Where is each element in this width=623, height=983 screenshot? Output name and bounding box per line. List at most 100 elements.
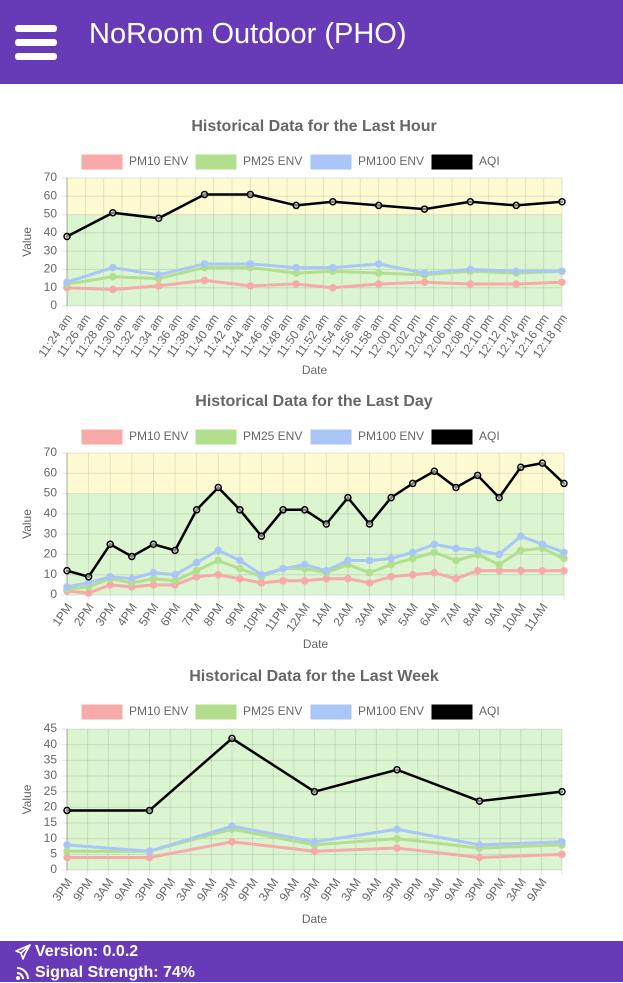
line-segment — [216, 548, 242, 563]
data-point — [154, 282, 163, 290]
line-segment — [478, 840, 564, 847]
line-segment — [469, 200, 518, 207]
data-point — [200, 260, 209, 268]
legend-label: AQI — [479, 704, 500, 718]
x-tick-label: 9AM — [276, 876, 302, 904]
data-point — [430, 467, 439, 476]
data-point — [109, 285, 117, 294]
data-point — [420, 278, 429, 286]
legend-swatch — [431, 429, 473, 445]
y-axis-label: Value — [20, 784, 34, 814]
legend-swatch — [195, 704, 237, 720]
data-point — [63, 232, 71, 241]
legend-label: PM10 ENV — [129, 154, 188, 168]
data-point — [344, 556, 352, 565]
data-point — [466, 280, 475, 288]
line-segment — [65, 211, 115, 238]
data-point — [558, 850, 566, 859]
line-segment — [249, 193, 298, 207]
line-segment — [540, 542, 566, 554]
data-point — [466, 265, 475, 274]
data-point — [374, 269, 383, 277]
legend-swatch — [310, 429, 352, 445]
x-tick-label: 3AM — [91, 876, 117, 904]
legend-swatch — [81, 154, 123, 170]
line-segment — [65, 275, 115, 286]
data-point — [560, 548, 568, 557]
y-tick-label: 5 — [50, 847, 57, 861]
x-tick-label: 4AM — [374, 601, 400, 629]
legend-swatch — [195, 154, 237, 170]
data-point — [63, 278, 71, 286]
data-point — [214, 483, 223, 492]
band — [67, 453, 564, 494]
line-segment — [377, 271, 426, 277]
x-tick-label: 9AM — [524, 876, 550, 904]
data-point — [558, 787, 566, 796]
line-segment — [313, 846, 399, 853]
legend-swatch — [310, 154, 352, 170]
data-point — [408, 554, 417, 563]
data-point — [154, 214, 163, 222]
line-segment — [313, 837, 399, 847]
x-tick-label: 3AM — [173, 876, 199, 904]
x-tick-label: 3AM — [352, 601, 378, 629]
legend-label: PM25 ENV — [243, 429, 302, 443]
data-point — [393, 765, 401, 774]
rss-icon — [16, 967, 29, 980]
line-segment — [478, 852, 564, 859]
data-point — [430, 548, 439, 557]
line-segment — [260, 508, 285, 538]
x-tick-label: 1AM — [309, 601, 335, 629]
data-point — [109, 263, 117, 272]
data-point — [452, 544, 460, 553]
data-point — [517, 566, 525, 575]
data-point — [246, 282, 255, 290]
signal-row: Signal Strength: 74% — [15, 963, 195, 983]
y-tick-label: 50 — [44, 486, 58, 500]
y-tick-label: 40 — [44, 506, 58, 520]
line-segment — [432, 550, 458, 563]
x-tick-label: 9AM — [441, 876, 467, 904]
line-segment — [248, 262, 298, 270]
band — [67, 178, 562, 215]
data-point — [300, 560, 309, 569]
line-segment — [423, 200, 472, 211]
line-segment — [148, 737, 234, 812]
chart-title: Historical Data for the Last Hour — [191, 118, 436, 135]
x-tick-label: 9PM — [235, 876, 261, 904]
line-segment — [423, 269, 472, 277]
line-segment — [65, 266, 115, 284]
data-point — [145, 806, 154, 815]
line-segment — [238, 508, 263, 538]
line-segment — [476, 474, 501, 499]
y-axis-label: Value — [20, 227, 34, 257]
data-point — [538, 459, 547, 467]
line-segment — [497, 548, 523, 567]
x-tick-label: 2PM — [71, 601, 97, 629]
x-tick-label: 9PM — [318, 876, 344, 904]
version-text: Version: 0.0.2 — [35, 943, 139, 960]
x-tick-label: 6PM — [157, 601, 183, 629]
x-tick-label: 9PM — [70, 876, 96, 904]
data-point — [292, 263, 300, 272]
line-segment — [313, 827, 399, 844]
data-point — [236, 575, 244, 583]
data-point — [560, 479, 568, 488]
line-segment — [346, 496, 371, 526]
y-tick-label: 50 — [44, 207, 58, 221]
data-point — [63, 847, 71, 855]
x-tick-label: 4PM — [114, 601, 140, 629]
menu-button[interactable] — [12, 0, 72, 84]
y-tick-label: 35 — [44, 753, 58, 767]
y-tick-label: 70 — [44, 445, 58, 459]
line-segment — [331, 282, 381, 290]
data-point — [408, 570, 417, 579]
line-segment — [216, 559, 242, 571]
y-tick-label: 0 — [50, 862, 57, 876]
data-point — [145, 847, 154, 855]
data-point — [387, 572, 395, 581]
data-point — [109, 272, 117, 281]
data-point — [246, 260, 255, 268]
